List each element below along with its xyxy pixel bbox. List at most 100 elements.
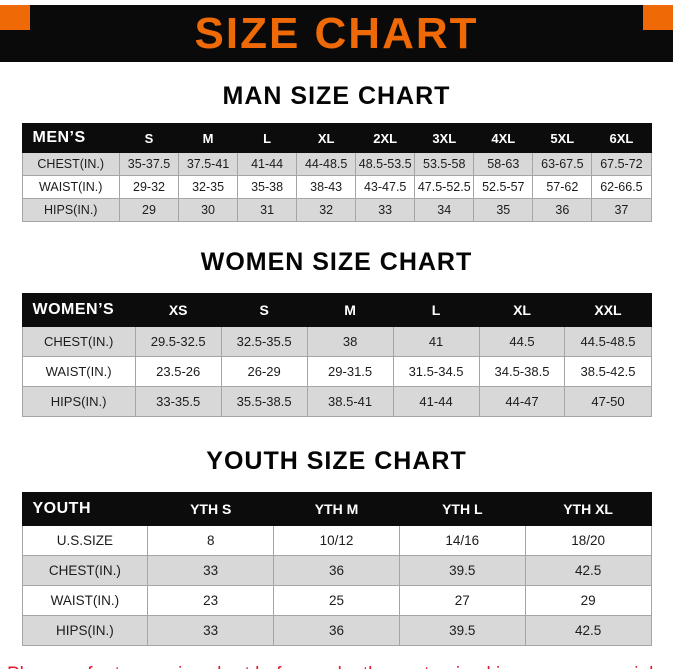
size-value-cell: 33 [355, 198, 416, 222]
size-value-cell: 36 [273, 555, 400, 586]
size-value-cell: 38.5-42.5 [564, 356, 652, 387]
size-column-header: YTH XL [524, 492, 652, 526]
size-value-cell: 27 [398, 585, 526, 616]
size-value-cell: 41-44 [392, 386, 480, 417]
size-value-cell: 35-38 [237, 175, 298, 199]
size-column-header: 4XL [473, 123, 534, 153]
measurement-row-label: HIPS(IN.) [21, 615, 149, 646]
size-value-cell: 42.5 [524, 615, 652, 646]
size-value-cell: 41-44 [237, 152, 298, 176]
size-value-cell: 36 [532, 198, 593, 222]
size-value-cell: 31 [237, 198, 298, 222]
size-column-header: YTH M [273, 492, 400, 526]
banner-corner-right-decoration [643, 5, 673, 30]
size-value-cell: 44-48.5 [296, 152, 357, 176]
women-size-table: WOMEN’S XS S M L XL XXL CHEST(IN.) 29.5-32.5 32.5… [21, 293, 652, 417]
size-column-header: XL [296, 123, 357, 153]
size-value-cell: 18/20 [524, 525, 652, 556]
size-value-cell: 35.5-38.5 [220, 386, 308, 417]
size-value-cell: 31.5-34.5 [392, 356, 480, 387]
youth-size-table: YOUTH YTH S YTH M YTH L YTH XL U.S.SIZE 8 10/12… [21, 492, 652, 646]
table-row: WAIST(IN.) 23 25 27 29 [21, 585, 652, 616]
size-value-cell: 25 [273, 585, 400, 616]
table-row: CHEST(IN.) 33 36 39.5 42.5 [21, 555, 652, 586]
size-column-header: S [118, 123, 180, 153]
size-value-cell: 29 [524, 585, 652, 616]
size-column-header: S [220, 293, 308, 327]
size-value-cell: 47.5-52.5 [414, 175, 475, 199]
size-value-cell: 29 [118, 198, 180, 222]
table-row: HIPS(IN.) 33-35.5 35.5-38.5 38.5-41 41-44 44-… [21, 386, 652, 417]
size-value-cell: 14/16 [398, 525, 526, 556]
size-column-header: 3XL [414, 123, 475, 153]
size-value-cell: 33 [147, 615, 275, 646]
size-column-header: XXL [564, 293, 652, 327]
measurement-row-label: HIPS(IN.) [21, 386, 136, 417]
table-header-row: MEN’S S M L XL 2XL 3XL 4XL 5XL 6XL [21, 123, 652, 153]
size-value-cell: 35 [473, 198, 534, 222]
size-column-header: YTH L [398, 492, 526, 526]
size-value-cell: 44.5-48.5 [564, 326, 652, 357]
size-value-cell: 32 [296, 198, 357, 222]
measurement-row-label: HIPS(IN.) [21, 198, 120, 222]
measurement-row-label: U.S.SIZE [21, 525, 149, 556]
size-value-cell: 23.5-26 [134, 356, 222, 387]
size-value-cell: 23 [147, 585, 275, 616]
table-header-row: WOMEN’S XS S M L XL XXL [21, 293, 652, 327]
size-value-cell: 32.5-35.5 [220, 326, 308, 357]
measurement-row-label: CHEST(IN.) [21, 326, 136, 357]
size-value-cell: 29-32 [118, 175, 180, 199]
size-value-cell: 26-29 [220, 356, 308, 387]
size-column-header: 2XL [355, 123, 416, 153]
measurement-row-label: CHEST(IN.) [21, 152, 120, 176]
table-row: U.S.SIZE 8 10/12 14/16 18/20 [21, 525, 652, 556]
banner-corner-left-decoration [0, 5, 30, 30]
size-value-cell: 30 [178, 198, 239, 222]
youth-size-chart-heading: YOUTH SIZE CHART [206, 447, 467, 475]
size-value-cell: 8 [147, 525, 275, 556]
table-row: CHEST(IN.) 35-37.5 37.5-41 41-44 44-48.5 48.5… [21, 152, 652, 176]
size-value-cell: 33-35.5 [134, 386, 222, 417]
order-policy-line-1: Please refer to our size chart before or… [7, 662, 666, 669]
size-value-cell: 39.5 [398, 555, 526, 586]
table-row: WAIST(IN.) 29-32 32-35 35-38 38-43 43-47.5 47.… [21, 175, 652, 199]
size-value-cell: 57-62 [532, 175, 593, 199]
size-value-cell: 44-47 [478, 386, 566, 417]
measurement-row-label: WAIST(IN.) [21, 175, 120, 199]
title-banner: SIZE CHART [0, 5, 673, 62]
size-value-cell: 34 [414, 198, 475, 222]
size-value-cell: 38-43 [296, 175, 357, 199]
size-column-header: 5XL [532, 123, 593, 153]
table-corner-label: YOUTH [21, 492, 149, 526]
size-column-header: L [237, 123, 298, 153]
size-value-cell: 42.5 [524, 555, 652, 586]
table-row: HIPS(IN.) 33 36 39.5 42.5 [21, 615, 652, 646]
size-value-cell: 58-63 [473, 152, 534, 176]
size-value-cell: 52.5-57 [473, 175, 534, 199]
size-value-cell: 32-35 [178, 175, 239, 199]
size-value-cell: 67.5-72 [591, 152, 652, 176]
size-value-cell: 37.5-41 [178, 152, 239, 176]
size-column-header: M [178, 123, 239, 153]
size-value-cell: 36 [273, 615, 400, 646]
size-value-cell: 29.5-32.5 [134, 326, 222, 357]
page-title: SIZE CHART [194, 8, 479, 58]
table-corner-label: MEN’S [21, 123, 120, 153]
size-value-cell: 48.5-53.5 [355, 152, 416, 176]
size-value-cell: 38 [306, 326, 394, 357]
size-value-cell: 34.5-38.5 [478, 356, 566, 387]
size-value-cell: 35-37.5 [118, 152, 180, 176]
table-header-row: YOUTH YTH S YTH M YTH L YTH XL [21, 492, 652, 526]
table-row: HIPS(IN.) 29 30 31 32 33 34 35 36 37 [21, 198, 652, 222]
measurement-row-label: WAIST(IN.) [21, 585, 149, 616]
size-value-cell: 38.5-41 [306, 386, 394, 417]
man-size-chart-heading: MAN SIZE CHART [222, 82, 451, 110]
size-column-header: M [306, 293, 394, 327]
measurement-row-label: WAIST(IN.) [21, 356, 136, 387]
size-value-cell: 53.5-58 [414, 152, 475, 176]
size-value-cell: 33 [147, 555, 275, 586]
table-row: CHEST(IN.) 29.5-32.5 32.5-35.5 38 41 44.5 44.5… [21, 326, 652, 357]
size-value-cell: 29-31.5 [306, 356, 394, 387]
size-value-cell: 10/12 [273, 525, 400, 556]
